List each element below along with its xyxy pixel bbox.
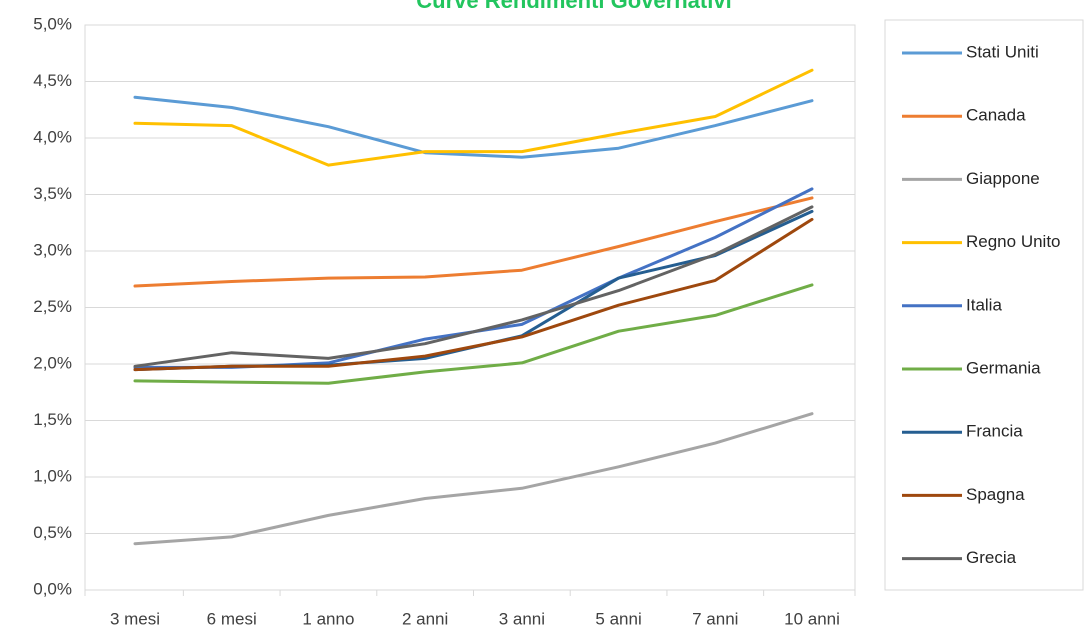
series-lines: [133, 68, 814, 546]
x-tick-label: 2 anni: [402, 609, 448, 628]
series-line-regno-unito: [133, 68, 814, 167]
y-axis-tick-labels: 0,0% 0,5% 1,0% 1,5% 2,0% 2,5% 3,0% 3,5% 4,0% 4,5%…: [33, 14, 72, 598]
y-tick-label: 3,5%: [33, 184, 72, 203]
series-line-stati-uniti: [133, 95, 814, 159]
legend: Stati Uniti Canada Giappone Regno Unito Ital…: [902, 42, 1061, 567]
y-tick-label: 5,0%: [33, 14, 72, 33]
x-tick-label: 6 mesi: [207, 609, 257, 628]
x-tick-label: 3 mesi: [110, 609, 160, 628]
y-tick-label: 0,0%: [33, 579, 72, 598]
legend-label: Francia: [966, 422, 1023, 441]
legend-label: Italia: [966, 295, 1002, 314]
y-tick-label: 0,5%: [33, 523, 72, 542]
x-axis-tick-labels: 3 mesi 6 mesi 1 anno 2 anni 3 anni 5 anni 7 an…: [84, 590, 856, 628]
y-tick-label: 3,0%: [33, 240, 72, 259]
y-tick-label: 1,0%: [33, 466, 72, 485]
legend-label: Germania: [966, 358, 1041, 377]
series-line-germania: [133, 283, 814, 385]
x-tick-label: 5 anni: [595, 609, 641, 628]
legend-label: Regno Unito: [966, 232, 1061, 251]
x-tick-label: 7 anni: [692, 609, 738, 628]
y-tick-label: 2,0%: [33, 353, 72, 372]
series-line-giappone: [133, 412, 814, 546]
chart-title: Curve Rendimenti Governativi: [416, 0, 731, 13]
series-line-spagna: [133, 217, 814, 372]
x-tick-label: 10 anni: [784, 609, 840, 628]
x-tick-label: 3 anni: [499, 609, 545, 628]
legend-label: Grecia: [966, 548, 1017, 567]
legend-label: Canada: [966, 106, 1026, 125]
legend-label: Spagna: [966, 485, 1025, 504]
y-tick-label: 1,5%: [33, 410, 72, 429]
series-line-canada: [133, 196, 814, 288]
y-tick-label: 4,5%: [33, 71, 72, 90]
series-line-italia: [133, 187, 814, 369]
y-tick-label: 2,5%: [33, 297, 72, 316]
series-line-grecia: [133, 205, 814, 368]
x-tick-label: 1 anno: [302, 609, 354, 628]
y-tick-label: 4,0%: [33, 127, 72, 146]
legend-label: Giappone: [966, 169, 1040, 188]
gridlines: [84, 24, 856, 591]
legend-label: Stati Uniti: [966, 42, 1039, 61]
